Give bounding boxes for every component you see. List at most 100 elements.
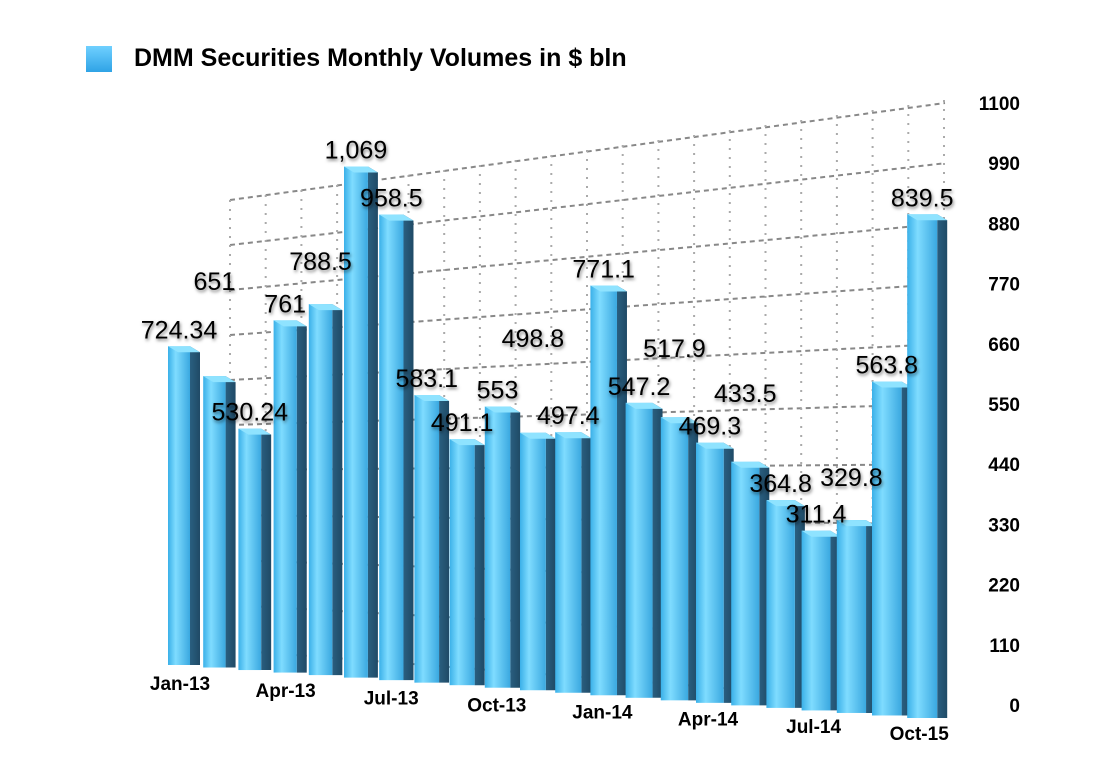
bar-top — [836, 520, 877, 527]
data-label: 771.1 — [572, 256, 635, 284]
data-label: 329.8 — [820, 464, 883, 492]
y-tick-label: 440 — [988, 455, 1020, 476]
bar — [907, 214, 938, 719]
bar — [696, 442, 724, 703]
y-tick-label: 770 — [988, 275, 1020, 296]
bar-side — [225, 376, 236, 668]
bar-side — [403, 214, 414, 681]
bar-side — [190, 346, 200, 665]
bar-side — [510, 406, 521, 688]
data-label: 497.4 — [537, 402, 600, 430]
bar — [344, 166, 368, 678]
bar-top — [344, 166, 378, 173]
bar-side — [439, 395, 450, 683]
y-tick-label: 550 — [988, 395, 1020, 416]
bar-top — [555, 432, 592, 439]
bar-top — [660, 417, 699, 424]
bar-top — [696, 442, 734, 449]
data-label: 491.1 — [431, 409, 494, 437]
x-tick-label: Apr-14 — [678, 710, 739, 731]
bar-top — [449, 439, 485, 446]
bar — [168, 346, 190, 665]
data-label: 563.8 — [856, 351, 919, 379]
x-tick-label: Jul-13 — [364, 688, 419, 709]
bar — [766, 500, 795, 708]
bar — [238, 428, 262, 671]
data-label: 433.5 — [714, 380, 777, 408]
bar-side — [332, 304, 343, 676]
bar-side — [474, 439, 485, 686]
bar — [731, 461, 760, 706]
bar-top — [625, 402, 663, 409]
bar — [625, 402, 653, 698]
bar — [520, 432, 546, 691]
x-tick-label: Jul-14 — [786, 717, 841, 738]
x-tick-label: Oct-15 — [890, 724, 950, 745]
bar-top — [414, 395, 450, 402]
data-label: 724.34 — [141, 316, 218, 344]
bar-side — [937, 214, 948, 719]
x-tick-label: Oct-13 — [467, 695, 526, 716]
data-label: 311.4 — [786, 501, 847, 529]
bar-top — [872, 381, 912, 388]
bar-side — [581, 432, 592, 693]
y-tick-label: 0 — [1009, 696, 1020, 717]
data-label: 469.3 — [679, 413, 742, 441]
bar-top — [203, 376, 236, 383]
bar-side — [296, 320, 307, 673]
y-tick-label: 220 — [988, 576, 1020, 597]
data-label: 364.8 — [749, 470, 812, 498]
bar-side — [688, 417, 699, 701]
bar-side — [545, 432, 556, 691]
y-tick-label: 660 — [988, 335, 1020, 356]
bar-top — [484, 406, 521, 413]
bar — [660, 417, 689, 701]
bar-top — [238, 428, 272, 435]
bar — [273, 320, 297, 673]
bar-top — [379, 214, 414, 221]
legend-swatch — [86, 45, 112, 72]
bar-top — [907, 214, 948, 221]
data-label: 553 — [477, 376, 519, 404]
bar-side — [367, 166, 378, 678]
y-tick-label: 330 — [988, 515, 1020, 536]
bar-top — [308, 304, 343, 311]
data-label: 761 — [264, 290, 306, 318]
data-label: 547.2 — [608, 373, 671, 401]
y-tick-label: 1100 — [979, 94, 1020, 115]
data-label: 530.24 — [212, 399, 289, 427]
data-label: 651 — [194, 268, 236, 296]
data-label: 788.5 — [289, 248, 352, 276]
bar — [484, 406, 511, 688]
bar-side — [652, 402, 663, 698]
bar — [555, 432, 582, 693]
bar — [414, 395, 440, 683]
bar-top — [590, 285, 627, 292]
bar-side — [261, 428, 272, 671]
bar-top — [273, 320, 307, 327]
data-label: 958.5 — [360, 185, 423, 213]
x-tick-label: Apr-13 — [256, 681, 316, 702]
legend-label: DMM Securities Monthly Volumes in $ bln — [134, 44, 627, 72]
bar — [308, 304, 333, 676]
data-label: 517.9 — [643, 335, 706, 363]
data-label: 583.1 — [395, 365, 458, 393]
data-label: 839.5 — [891, 184, 954, 212]
bar — [872, 381, 902, 716]
y-tick-label: 990 — [988, 154, 1020, 175]
bar — [590, 285, 617, 696]
bar-top — [168, 346, 200, 353]
data-label: 1,069 — [325, 137, 388, 165]
data-label: 498.8 — [502, 325, 565, 353]
y-tick-label: 110 — [989, 636, 1020, 657]
bar — [449, 439, 475, 686]
legend: DMM Securities Monthly Volumes in $ bln — [86, 44, 627, 73]
x-tick-label: Jan-14 — [572, 703, 633, 724]
bar-top — [801, 530, 841, 537]
bar — [379, 214, 404, 681]
bar-top — [766, 500, 805, 507]
bar — [203, 376, 226, 668]
bar — [836, 520, 867, 713]
